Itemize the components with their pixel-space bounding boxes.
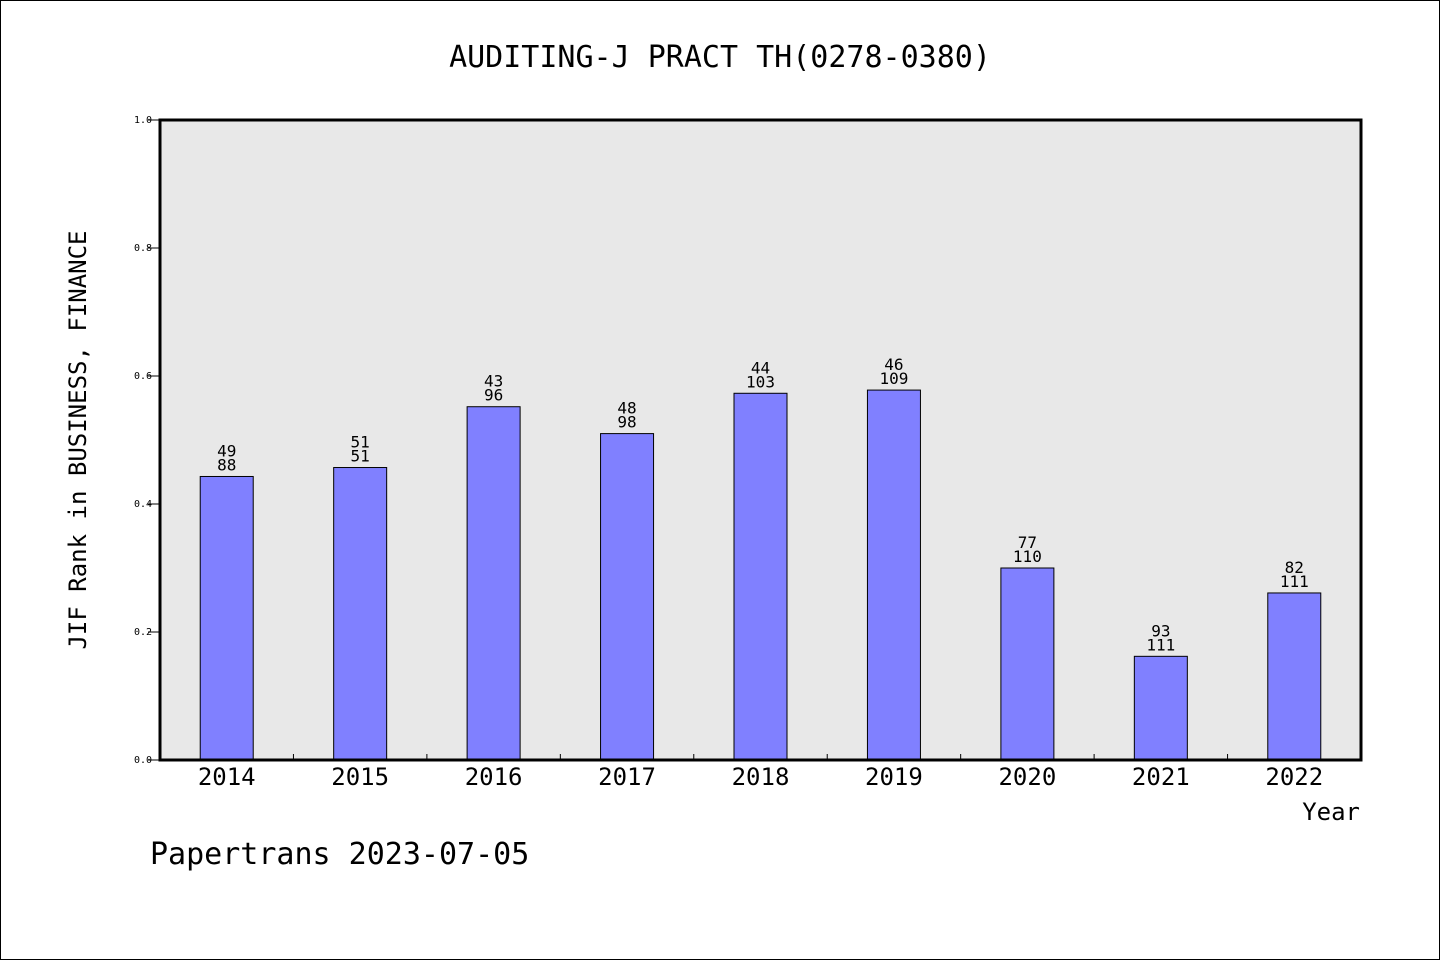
x-tick-label: 2022: [1265, 763, 1323, 791]
x-tick-label: 2017: [598, 763, 656, 791]
y-tick-label: 0.8: [134, 243, 152, 254]
chart-title: AUDITING-J PRACT TH(0278-0380): [449, 40, 991, 75]
y-tick-label: 0.0: [134, 755, 152, 766]
x-axis-label: Year: [1302, 798, 1360, 826]
bar-2015: [333, 467, 388, 761]
bar-total-label: 98: [617, 413, 636, 432]
bar-labels-layer: 4988515143964898441034610977110931118211…: [217, 355, 1309, 654]
plot-border: [158, 118, 1363, 762]
bar-total-label: 96: [484, 386, 503, 405]
x-axis: 2014 2015 2016 2017 2018 2019 2020 2021 2022: [198, 754, 1323, 791]
y-axis: 0.0 0.2 0.4 0.6 0.8 1.0: [134, 115, 160, 766]
y-tick-label: 0.4: [134, 499, 152, 510]
y-axis-label: JIF Rank in BUSINESS, FINANCE: [64, 230, 92, 649]
bar-rank-label: 82: [1285, 558, 1304, 577]
x-tick-label: 2020: [998, 763, 1056, 791]
bars-layer: [199, 389, 1322, 761]
bar-2022: [1267, 592, 1322, 761]
x-tick-label: 2021: [1132, 763, 1190, 791]
bar-total-label: 51: [351, 447, 370, 466]
bar-total-label: 109: [879, 369, 908, 388]
y-tick-label: 0.2: [134, 627, 152, 638]
bar-2014: [199, 475, 254, 761]
bar-2016: [466, 406, 521, 761]
bar-total-label: 110: [1013, 547, 1042, 566]
x-tick-label: 2016: [465, 763, 523, 791]
y-tick-label: 0.6: [134, 371, 152, 382]
y-tick-label: 1.0: [134, 115, 152, 126]
x-tick-label: 2014: [198, 763, 256, 791]
bar-total-label: 111: [1280, 572, 1309, 591]
x-tick-label: 2015: [331, 763, 389, 791]
bar-total-label: 111: [1146, 635, 1175, 654]
bar-2020: [1000, 567, 1055, 761]
footer-credit: Papertrans 2023-07-05: [150, 837, 529, 872]
bar-total-label: 88: [217, 455, 236, 474]
bar-2019: [866, 389, 921, 761]
bar-2021: [1133, 655, 1188, 761]
bar-rank-label: 46: [884, 355, 903, 374]
x-tick-label: 2019: [865, 763, 923, 791]
bar-rank-label: 77: [1018, 533, 1037, 552]
bar-rank-label: 48: [617, 399, 636, 418]
bar-rank-label: 44: [751, 358, 770, 377]
x-tick-label: 2018: [732, 763, 790, 791]
bar-rank-label: 43: [484, 372, 503, 391]
bar-rank-label: 49: [217, 441, 236, 460]
bar-rank-label: 93: [1151, 621, 1170, 640]
bar-2018: [733, 392, 788, 761]
bar-2017: [600, 433, 655, 761]
bar-total-label: 103: [746, 372, 775, 391]
bar-rank-label: 51: [351, 433, 370, 452]
